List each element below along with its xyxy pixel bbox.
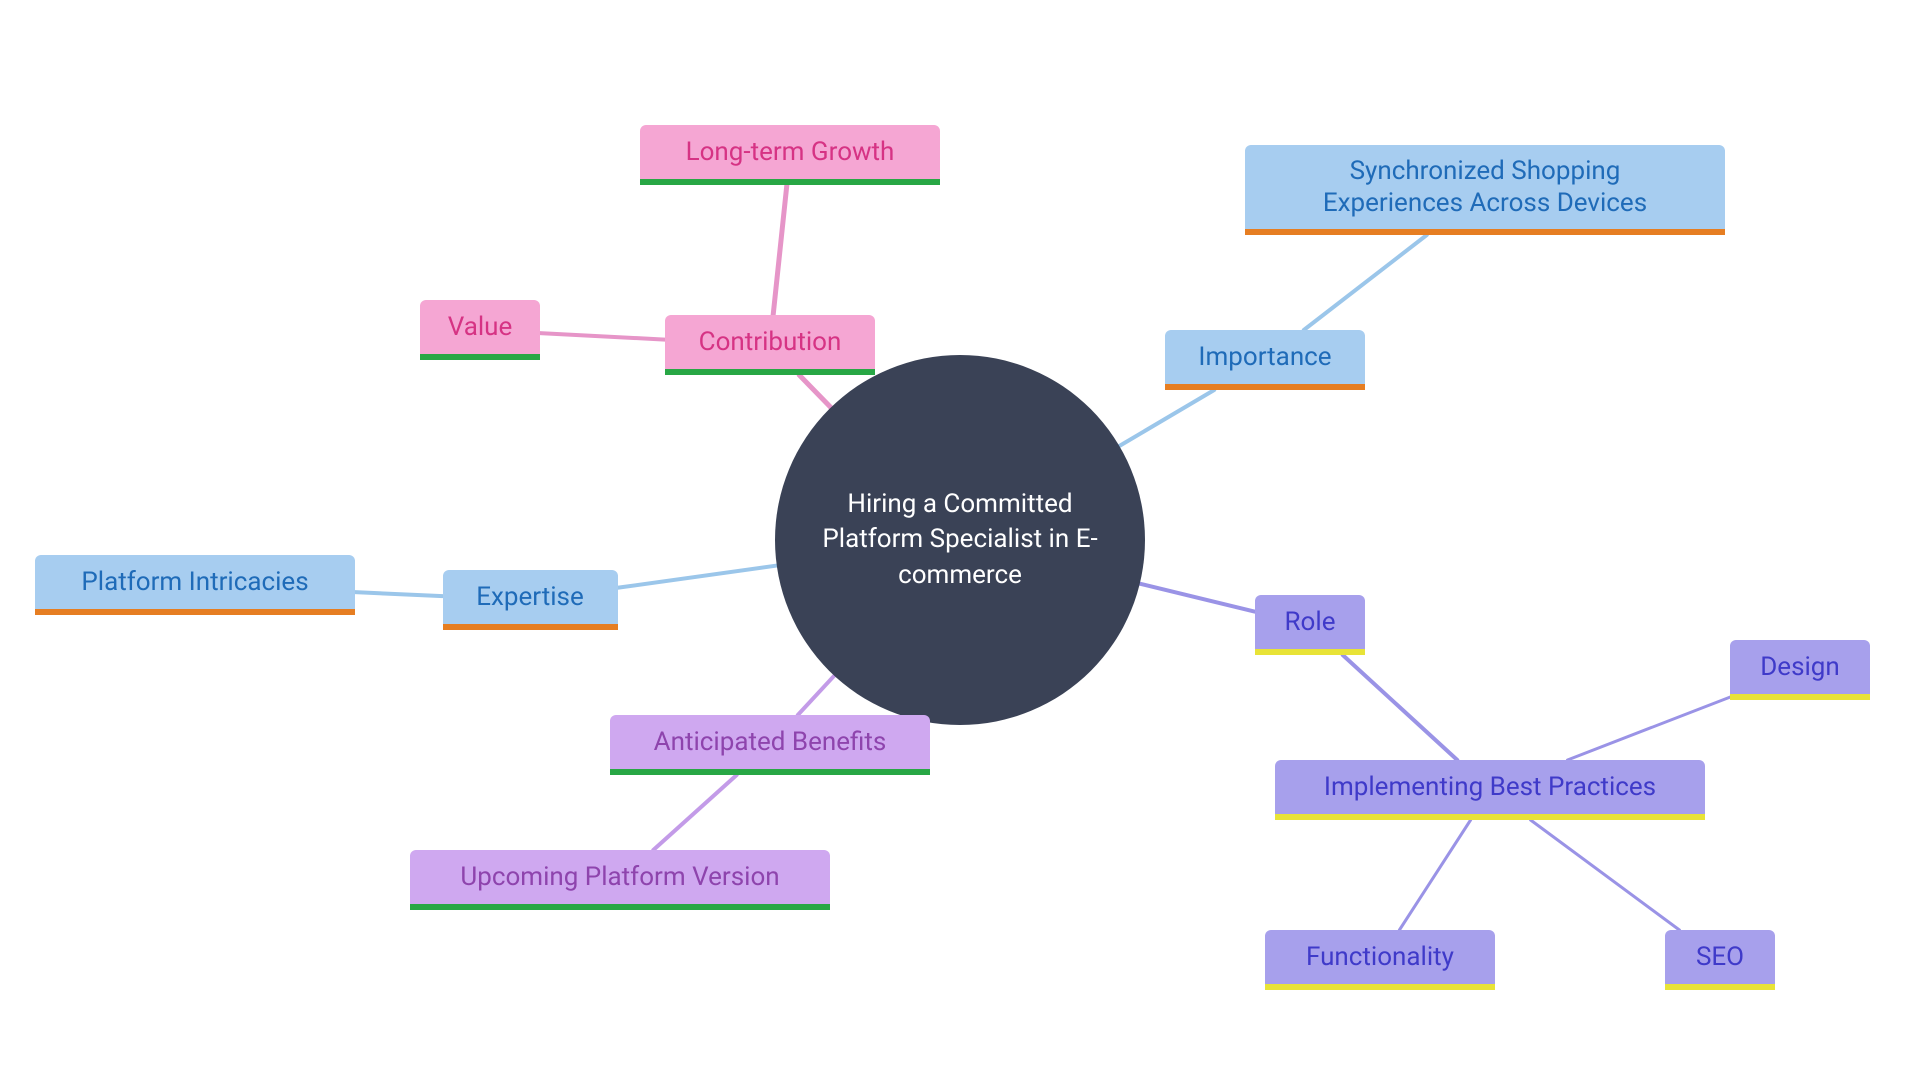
node-contribution: Contribution — [665, 315, 875, 375]
node-anticipated: Anticipated Benefits — [610, 715, 930, 775]
edge-contribution-long_term — [773, 185, 787, 315]
edge-best_practices-functionality — [1399, 820, 1470, 930]
node-label: Importance — [1198, 341, 1331, 374]
node-importance: Importance — [1165, 330, 1365, 390]
node-long_term: Long-term Growth — [640, 125, 940, 185]
node-label: Platform Intricacies — [81, 566, 308, 599]
edge-contribution-value — [540, 333, 665, 339]
edge-best_practices-seo — [1531, 820, 1680, 930]
node-label: Upcoming Platform Version — [460, 861, 779, 894]
node-label: Long-term Growth — [686, 136, 895, 169]
central-node: Hiring a Committed Platform Specialist i… — [775, 355, 1145, 725]
node-expertise: Expertise — [443, 570, 618, 630]
node-label: Role — [1285, 606, 1336, 639]
node-label: Design — [1760, 651, 1840, 684]
node-best_practices: Implementing Best Practices — [1275, 760, 1705, 820]
node-label: Functionality — [1306, 941, 1454, 974]
node-intricacies: Platform Intricacies — [35, 555, 355, 615]
mindmap-canvas: Hiring a Committed Platform Specialist i… — [0, 0, 1920, 1080]
node-design: Design — [1730, 640, 1870, 700]
node-label: Anticipated Benefits — [654, 726, 887, 759]
edge-central-role — [1140, 584, 1255, 612]
node-sync: Synchronized Shopping Experiences Across… — [1245, 145, 1725, 235]
edge-central-importance — [1119, 390, 1214, 446]
node-label: Expertise — [476, 581, 584, 614]
node-upcoming: Upcoming Platform Version — [410, 850, 830, 910]
edge-central-contribution — [799, 375, 831, 407]
node-label: Synchronized Shopping Experiences Across… — [1323, 155, 1647, 220]
edge-central-expertise — [618, 566, 777, 588]
edge-central-anticipated — [798, 676, 834, 715]
edge-role-best_practices — [1343, 655, 1458, 760]
node-label: SEO — [1696, 941, 1744, 974]
edge-best_practices-design — [1568, 697, 1731, 760]
node-seo: SEO — [1665, 930, 1775, 990]
edge-importance-sync — [1304, 235, 1427, 330]
edge-expertise-intricacies — [355, 592, 443, 596]
central-node-label: Hiring a Committed Platform Specialist i… — [805, 487, 1115, 592]
node-label: Value — [448, 311, 513, 344]
node-role: Role — [1255, 595, 1365, 655]
node-label: Contribution — [699, 326, 842, 359]
node-functionality: Functionality — [1265, 930, 1495, 990]
node-label: Implementing Best Practices — [1324, 771, 1656, 804]
edge-anticipated-upcoming — [653, 775, 736, 850]
node-value: Value — [420, 300, 540, 360]
